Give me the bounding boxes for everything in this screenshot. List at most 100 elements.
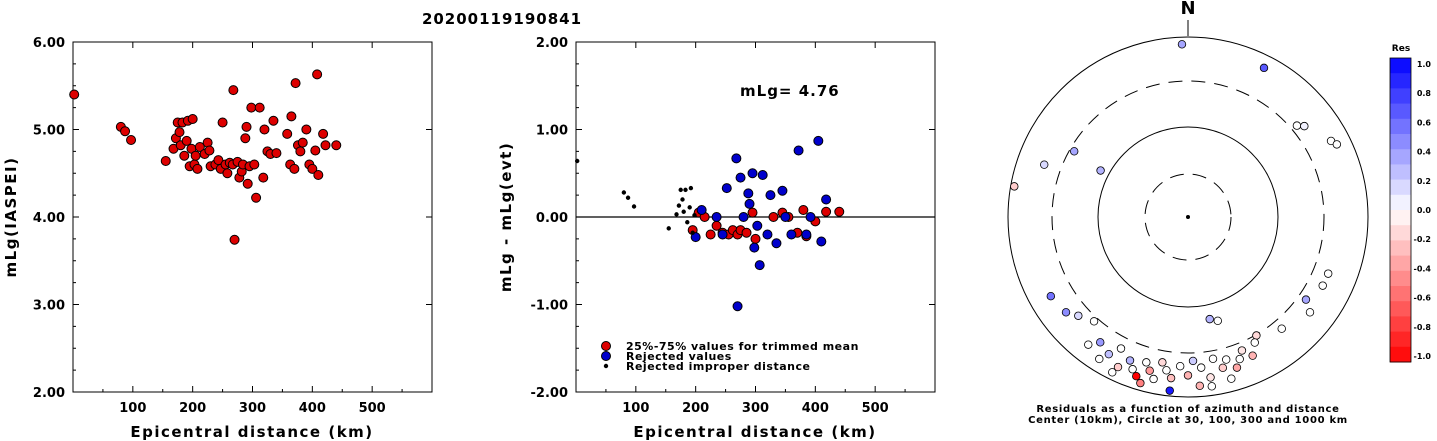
- plot-frame-magnitude: [72, 41, 433, 393]
- colorbar-block: [1390, 103, 1411, 120]
- magnitude-xtick-label: 500: [359, 401, 386, 416]
- colorbar-blocks: [1389, 57, 1412, 363]
- magnitude-point-series-0: [320, 140, 331, 151]
- colorbar: Res 1.0 0.8 0.6 0.4 0.2 0.0 -0.2 -0.4 -0.6 -0.8 -1…: [1389, 44, 1432, 363]
- magnitude-point-series-0: [290, 78, 301, 89]
- magnitude-xtick-label: 200: [179, 401, 206, 416]
- polar-station-point: [1237, 346, 1247, 355]
- residual-point-improper: [690, 230, 695, 235]
- magnitude-point-series-0: [240, 133, 251, 144]
- colorbar-block: [1390, 118, 1411, 135]
- polar-station-point: [1070, 147, 1079, 156]
- points-residuals: [574, 135, 845, 312]
- residual-point-improper: [678, 187, 683, 193]
- polar-station-point: [1162, 366, 1171, 375]
- colorbar-block: [1390, 179, 1411, 196]
- x-axis-label-residuals: Epicentral distance (km): [633, 423, 876, 441]
- mean-magnitude-annotation: mLg= 4.76: [740, 82, 840, 100]
- legend-label-improper: Rejected improper distance: [626, 360, 810, 373]
- magnitude-point-series-0: [190, 150, 201, 161]
- residual-point-series-1: [754, 260, 765, 271]
- polar-station-point: [1128, 365, 1137, 374]
- residual-point-series-1: [747, 168, 758, 179]
- colorbar-tick-label: -0.6: [1414, 294, 1432, 303]
- magnitude-point-series-0: [246, 102, 257, 113]
- residual-point-improper: [625, 195, 631, 200]
- magnitude-point-series-0: [312, 69, 323, 80]
- panel-magnitude: 100 200 300 400 500 2.00 3.00 4.00 5.00 6.00 Epic…: [2, 36, 433, 441]
- residual-point-improper: [666, 226, 671, 231]
- colorbar-tick-label: -0.8: [1414, 323, 1432, 332]
- residual-point-series-1: [721, 183, 732, 194]
- residual-xtick-label: 500: [862, 401, 889, 416]
- polar-station-point: [1218, 363, 1228, 373]
- magnitude-point-series-0: [204, 145, 215, 156]
- colorbar-frame: [1389, 57, 1412, 363]
- colorbar-block: [1390, 255, 1411, 272]
- polar-station-point: [1232, 363, 1242, 372]
- residual-point-improper: [674, 212, 679, 217]
- residual-point-series-1: [743, 188, 754, 199]
- legend-label-rejected: Rejected values: [626, 350, 732, 363]
- polar-station-point: [1205, 314, 1214, 324]
- magnitude-point-series-0: [120, 126, 131, 137]
- residual-point-series-1: [731, 153, 742, 164]
- colorbar-block: [1390, 286, 1411, 302]
- polar-station-point: [1166, 373, 1176, 383]
- residual-point-series-0: [705, 229, 716, 240]
- magnitude-point-series-0: [259, 124, 270, 135]
- residual-ytick-label: -2.00: [531, 386, 568, 401]
- polar-station-point: [1142, 358, 1151, 367]
- magnitude-ytick-label: 3.00: [33, 299, 65, 314]
- residual-point-series-0: [821, 206, 832, 217]
- polar-station-point: [1305, 308, 1315, 317]
- magnitude-point-series-0: [181, 135, 192, 146]
- polar-station-point: [1207, 382, 1216, 391]
- residual-point-improper: [683, 187, 688, 193]
- magnitude-point-series-0: [179, 150, 190, 161]
- colorbar-tick-label: 0.4: [1417, 148, 1432, 157]
- polar-station-point: [1116, 344, 1126, 353]
- polar-station-point: [1040, 160, 1049, 169]
- polar-station-point: [1183, 371, 1193, 380]
- polar-station-point: [1125, 356, 1135, 365]
- magnitude-xtick-label: 100: [119, 401, 146, 416]
- magnitude-point-series-0: [271, 148, 282, 159]
- magnitude-point-series-0: [331, 140, 342, 151]
- magnitude-point-series-0: [228, 85, 239, 96]
- colorbar-tick-label: -0.2: [1414, 235, 1432, 244]
- residual-point-series-1: [744, 198, 755, 209]
- magnitude-xtick-label: 300: [239, 401, 266, 416]
- magnitude-point-series-0: [268, 115, 279, 126]
- residual-xtick-label: 400: [802, 401, 829, 416]
- residual-ytick-label: 0.00: [536, 211, 568, 226]
- polar-station-point: [1136, 378, 1145, 388]
- panel-residuals: 100 200 300 400 500 -2.00 -1.00 0.00 1.00 2.00 mL…: [497, 36, 936, 441]
- polar-station-point: [1113, 362, 1123, 372]
- residual-point-series-0: [798, 205, 809, 215]
- magnitude-ytick-label: 4.00: [33, 211, 65, 226]
- residual-point-series-1: [696, 205, 707, 215]
- residual-point-series-1: [738, 212, 749, 222]
- polar-station-point: [1010, 182, 1019, 191]
- x-axis-label-magnitude: Epicentral distance (km): [130, 423, 373, 441]
- residual-point-series-1: [765, 190, 776, 201]
- legend-marker-improper: [603, 363, 609, 369]
- residual-point-series-1: [771, 238, 782, 249]
- polar-station-point: [1095, 354, 1104, 364]
- residual-point-improper: [574, 158, 580, 164]
- polar-station-point: [1177, 40, 1187, 49]
- polar-station-point: [1188, 356, 1198, 366]
- polar-station-point: [1323, 269, 1333, 278]
- polar-station-point: [1061, 308, 1071, 317]
- residual-point-improper: [621, 190, 627, 195]
- residual-point-improper: [692, 213, 697, 218]
- residual-point-improper: [687, 205, 692, 210]
- colorbar-label: Res: [1392, 44, 1410, 54]
- colorbar-block: [1390, 270, 1411, 287]
- magnitude-point-series-0: [289, 163, 300, 174]
- points-polar: [1010, 40, 1342, 395]
- polar-caption-line1: Residuals as a function of azimuth and d…: [1036, 404, 1339, 415]
- polar-station-point: [1096, 166, 1105, 175]
- polar-station-point: [1158, 358, 1167, 367]
